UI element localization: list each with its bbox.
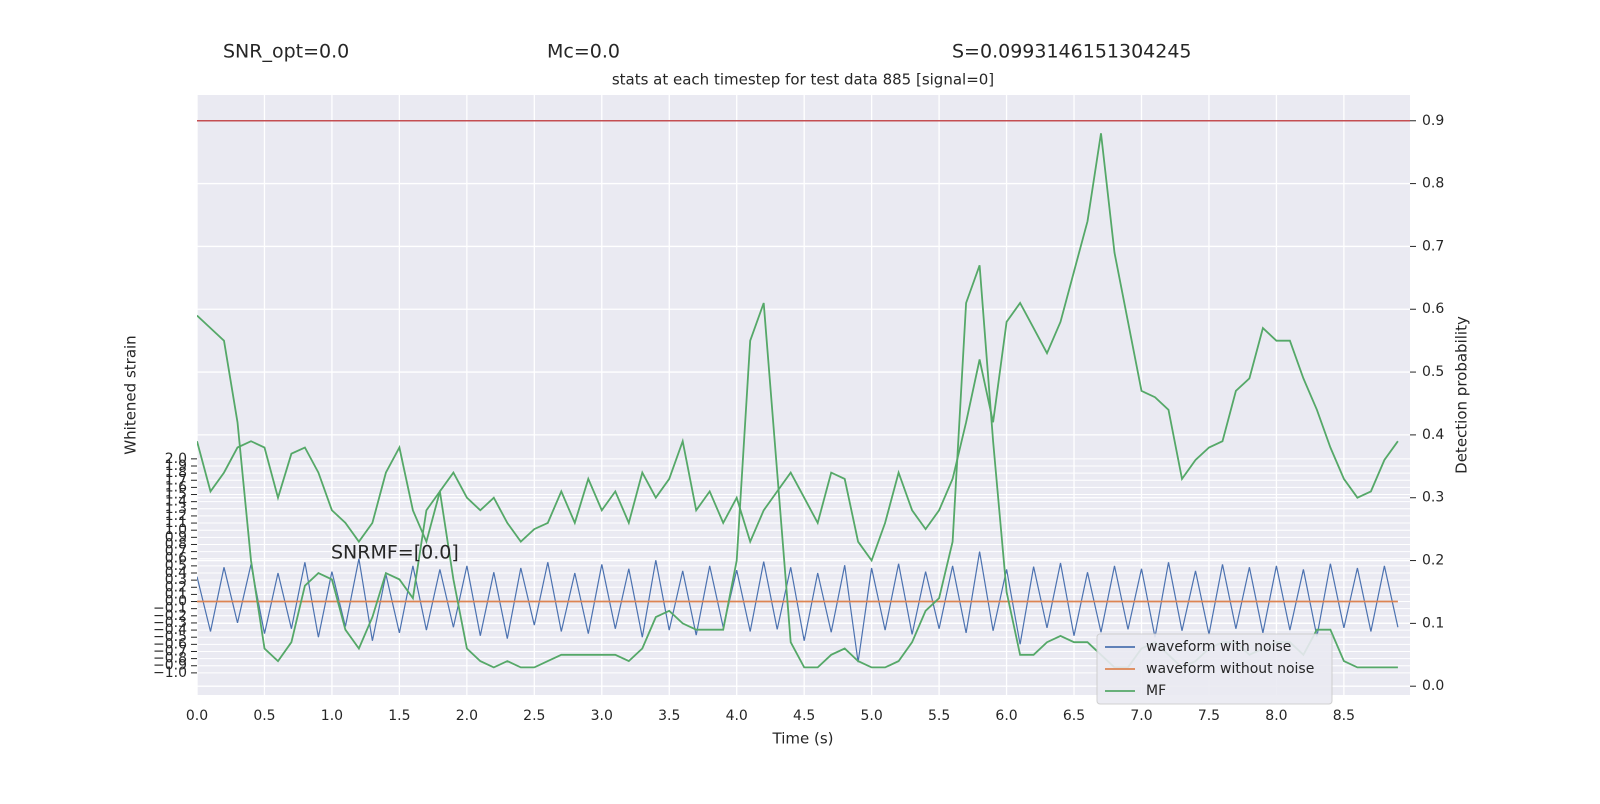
y-tick-label: −0.2 (153, 608, 187, 624)
series-line (197, 133, 1399, 563)
legend-label: waveform with noise (1146, 639, 1291, 655)
y2-tick-label: 0.0 (1422, 678, 1444, 694)
y-tick-label: −0.1 (153, 601, 187, 617)
x-tick-label: 3.0 (591, 708, 613, 724)
y-tick-label: 1.8 (165, 465, 187, 481)
y2-tick-label: 0.4 (1422, 427, 1444, 443)
y-tick-label: 0.6 (165, 551, 187, 567)
y-tick-label: 1.7 (165, 472, 187, 488)
y-tick-label: 0.1 (165, 586, 187, 602)
y-tick-label: 0.2 (165, 579, 187, 595)
y-tick-label: −0.6 (153, 636, 187, 652)
y-tick-label: 0.0 (165, 594, 187, 610)
y-tick-label: −0.3 (153, 615, 187, 631)
y2-tick-label: 0.9 (1422, 113, 1444, 129)
x-tick-label: 4.0 (726, 708, 748, 724)
x-tick-label: 0.5 (253, 708, 275, 724)
y-tick-label: 0.5 (165, 558, 187, 574)
x-tick-label: 2.5 (523, 708, 545, 724)
y2-tick-label: 0.2 (1422, 553, 1444, 569)
x-tick-label: 2.0 (456, 708, 478, 724)
annotation: SNRMF=[0.0] (331, 542, 459, 564)
x-tick-label: 6.0 (995, 708, 1017, 724)
legend-label: MF (1146, 683, 1166, 699)
legend-box (1096, 633, 1333, 705)
y-tick-label: 1.4 (165, 494, 187, 510)
annotation: S=0.0993146151304245 (952, 41, 1192, 63)
y-tick-label: 1.5 (165, 487, 187, 503)
y-tick-label: −0.7 (153, 643, 187, 659)
x-tick-label: 4.5 (793, 708, 815, 724)
y-tick-label: 0.4 (165, 565, 187, 581)
y-tick-label: 1.1 (165, 515, 187, 531)
x-tick-label: 0.0 (186, 708, 208, 724)
x-tick-label: 5.0 (861, 708, 883, 724)
y-tick-label: −1.0 (153, 665, 187, 681)
series-line (197, 551, 1399, 663)
y-axis-label: Whitened strain (122, 335, 140, 454)
y2-tick-label: 0.3 (1422, 490, 1444, 506)
x-tick-label: 5.5 (928, 708, 950, 724)
x-tick-label: 3.5 (658, 708, 680, 724)
annotation: Mc=0.0 (547, 41, 620, 63)
y2-axis-label: Detection probability (1453, 316, 1471, 474)
y-tick-label: 1.3 (165, 501, 187, 517)
y-tick-label: −0.9 (153, 658, 187, 674)
y-tick-label: 0.7 (165, 544, 187, 560)
y-tick-label: −0.4 (153, 622, 187, 638)
x-tick-label: 1.0 (321, 708, 343, 724)
y2-tick-label: 0.1 (1422, 615, 1444, 631)
legend-label: waveform without noise (1146, 661, 1314, 677)
y-tick-label: 0.8 (165, 536, 187, 552)
x-tick-label: 1.5 (388, 708, 410, 724)
y-tick-label: 1.9 (165, 458, 187, 474)
x-tick-label: 7.0 (1130, 708, 1152, 724)
x-tick-label: 7.5 (1198, 708, 1220, 724)
y2-tick-label: 0.7 (1422, 238, 1444, 254)
y-tick-label: 0.9 (165, 529, 187, 545)
plot-area (197, 95, 1410, 695)
annotation: SNR_opt=0.0 (223, 41, 349, 63)
y-tick-label: 1.2 (165, 508, 187, 524)
x-tick-label: 8.0 (1265, 708, 1287, 724)
y2-tick-label: 0.8 (1422, 176, 1444, 192)
chart-title: stats at each timestep for test data 885… (612, 71, 994, 89)
y2-tick-label: 0.6 (1422, 301, 1444, 317)
y-tick-label: 1.0 (165, 522, 187, 538)
x-axis-label: Time (s) (772, 730, 834, 748)
y-tick-label: −0.5 (153, 629, 187, 645)
y-tick-label: 1.6 (165, 479, 187, 495)
y-tick-label: −0.8 (153, 651, 187, 667)
x-tick-label: 8.5 (1333, 708, 1355, 724)
x-tick-label: 6.5 (1063, 708, 1085, 724)
y-tick-label: 0.3 (165, 572, 187, 588)
y-tick-label: 2.0 (165, 451, 187, 467)
y2-tick-label: 0.5 (1422, 364, 1444, 380)
